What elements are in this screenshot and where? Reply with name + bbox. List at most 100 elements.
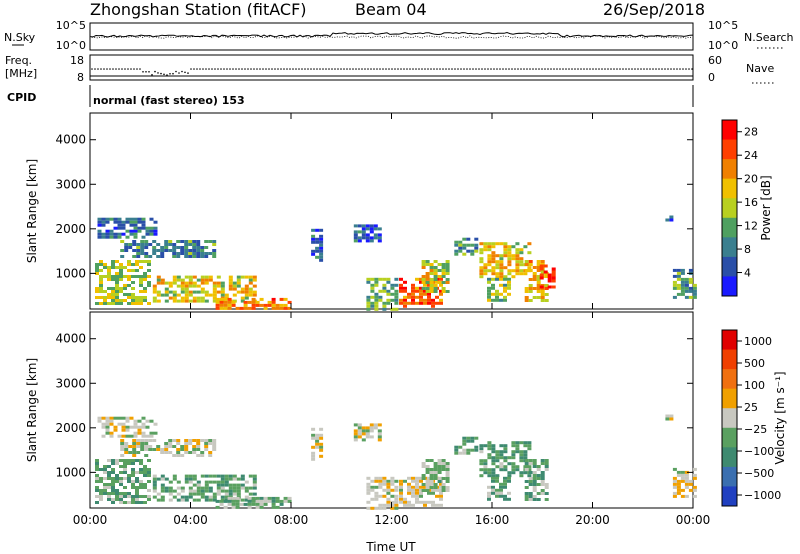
echo-cell [147,302,151,305]
echo-cell [692,289,697,293]
echo-cell [208,252,213,255]
nave-point [439,68,441,70]
echo-cell [131,269,135,272]
echo-cell [499,488,503,492]
echo-cell [267,499,272,503]
echo-cell [99,287,103,290]
echo-cell [107,275,111,278]
echo-cell [491,251,496,255]
echo-cell [429,471,434,474]
echo-cell [524,468,529,471]
echo-cell [139,471,143,474]
echo-cell [240,299,245,303]
echo-cell [152,477,157,481]
nave-point [376,68,378,70]
echo-cell [216,284,221,288]
echo-cell [680,277,685,281]
echo-cell [176,439,181,442]
echo-cell [470,439,475,443]
echo-cell [95,290,99,293]
echo-cell [124,249,129,252]
echo-cell [454,252,459,256]
echo-cell [441,468,446,471]
echo-cell [536,474,541,477]
echo-cell [208,451,213,454]
echo-cell [491,298,495,302]
echo-cell [365,236,370,240]
echo-cell [99,281,103,284]
echo-cell [156,249,161,252]
echo-cell [111,489,115,492]
echo-cell [427,283,431,287]
echo-cell [215,505,220,509]
echo-cell [120,448,125,451]
echo-cell [357,426,362,430]
echo-cell [394,277,399,281]
echo-cell [168,439,173,442]
echo-cell [427,295,431,299]
echo-cell [399,301,403,305]
echo-cell [487,485,491,489]
echo-cell [479,269,484,273]
echo-cell [425,471,430,474]
echo-cell [99,468,103,471]
echo-cell [399,298,403,302]
echo-cell [419,488,423,492]
echo-cell [236,275,241,279]
nave-point [97,68,99,70]
echo-cell [123,465,127,468]
echo-cell [507,283,511,287]
echo-cell [232,489,237,493]
echo-cell [107,474,111,477]
echo-cell [127,480,131,483]
echo-cell [524,269,529,272]
echo-cell [433,486,438,489]
echo-cell [223,499,228,503]
echo-cell [97,419,102,423]
echo-cell [483,444,488,448]
echo-cell [113,425,118,429]
echo-cell [403,500,407,504]
echo-cell [127,501,131,504]
echo-cell [248,290,253,294]
echo-cell [95,477,99,480]
echo-cell [378,482,383,486]
echo-cell [160,281,165,285]
colorbar-swatch [722,349,737,370]
echo-cell [105,431,110,435]
echo-cell [524,459,529,462]
nave-point [256,68,258,70]
echo-cell [415,491,419,495]
echo-cell [369,236,374,240]
echo-cell [113,220,118,224]
echo-cell [374,494,379,498]
echo-cell [527,474,532,478]
echo-cell [200,252,205,255]
echo-cell [212,442,217,445]
echo-cell [373,233,378,237]
echo-cell [382,476,387,480]
nave-point [595,68,597,70]
echo-cell [95,272,99,275]
echo-cell [540,290,545,293]
echo-cell [103,302,107,305]
echo-cell [425,465,430,468]
echo-cell [196,255,201,258]
echo-cell [156,448,161,451]
echo-cell [156,278,161,282]
echo-cell [172,477,177,481]
echo-cell [204,442,209,445]
echo-cell [95,296,99,299]
echo-cell [192,439,197,442]
echo-cell [411,289,415,293]
echo-cell [232,287,237,291]
echo-cell [172,255,177,258]
echo-cell [120,255,125,258]
nave-point [592,68,594,70]
echo-cell [495,488,499,492]
echo-cell [680,268,685,272]
echo-cell [149,226,154,230]
echo-cell [164,299,169,303]
echo-cell [540,471,545,474]
